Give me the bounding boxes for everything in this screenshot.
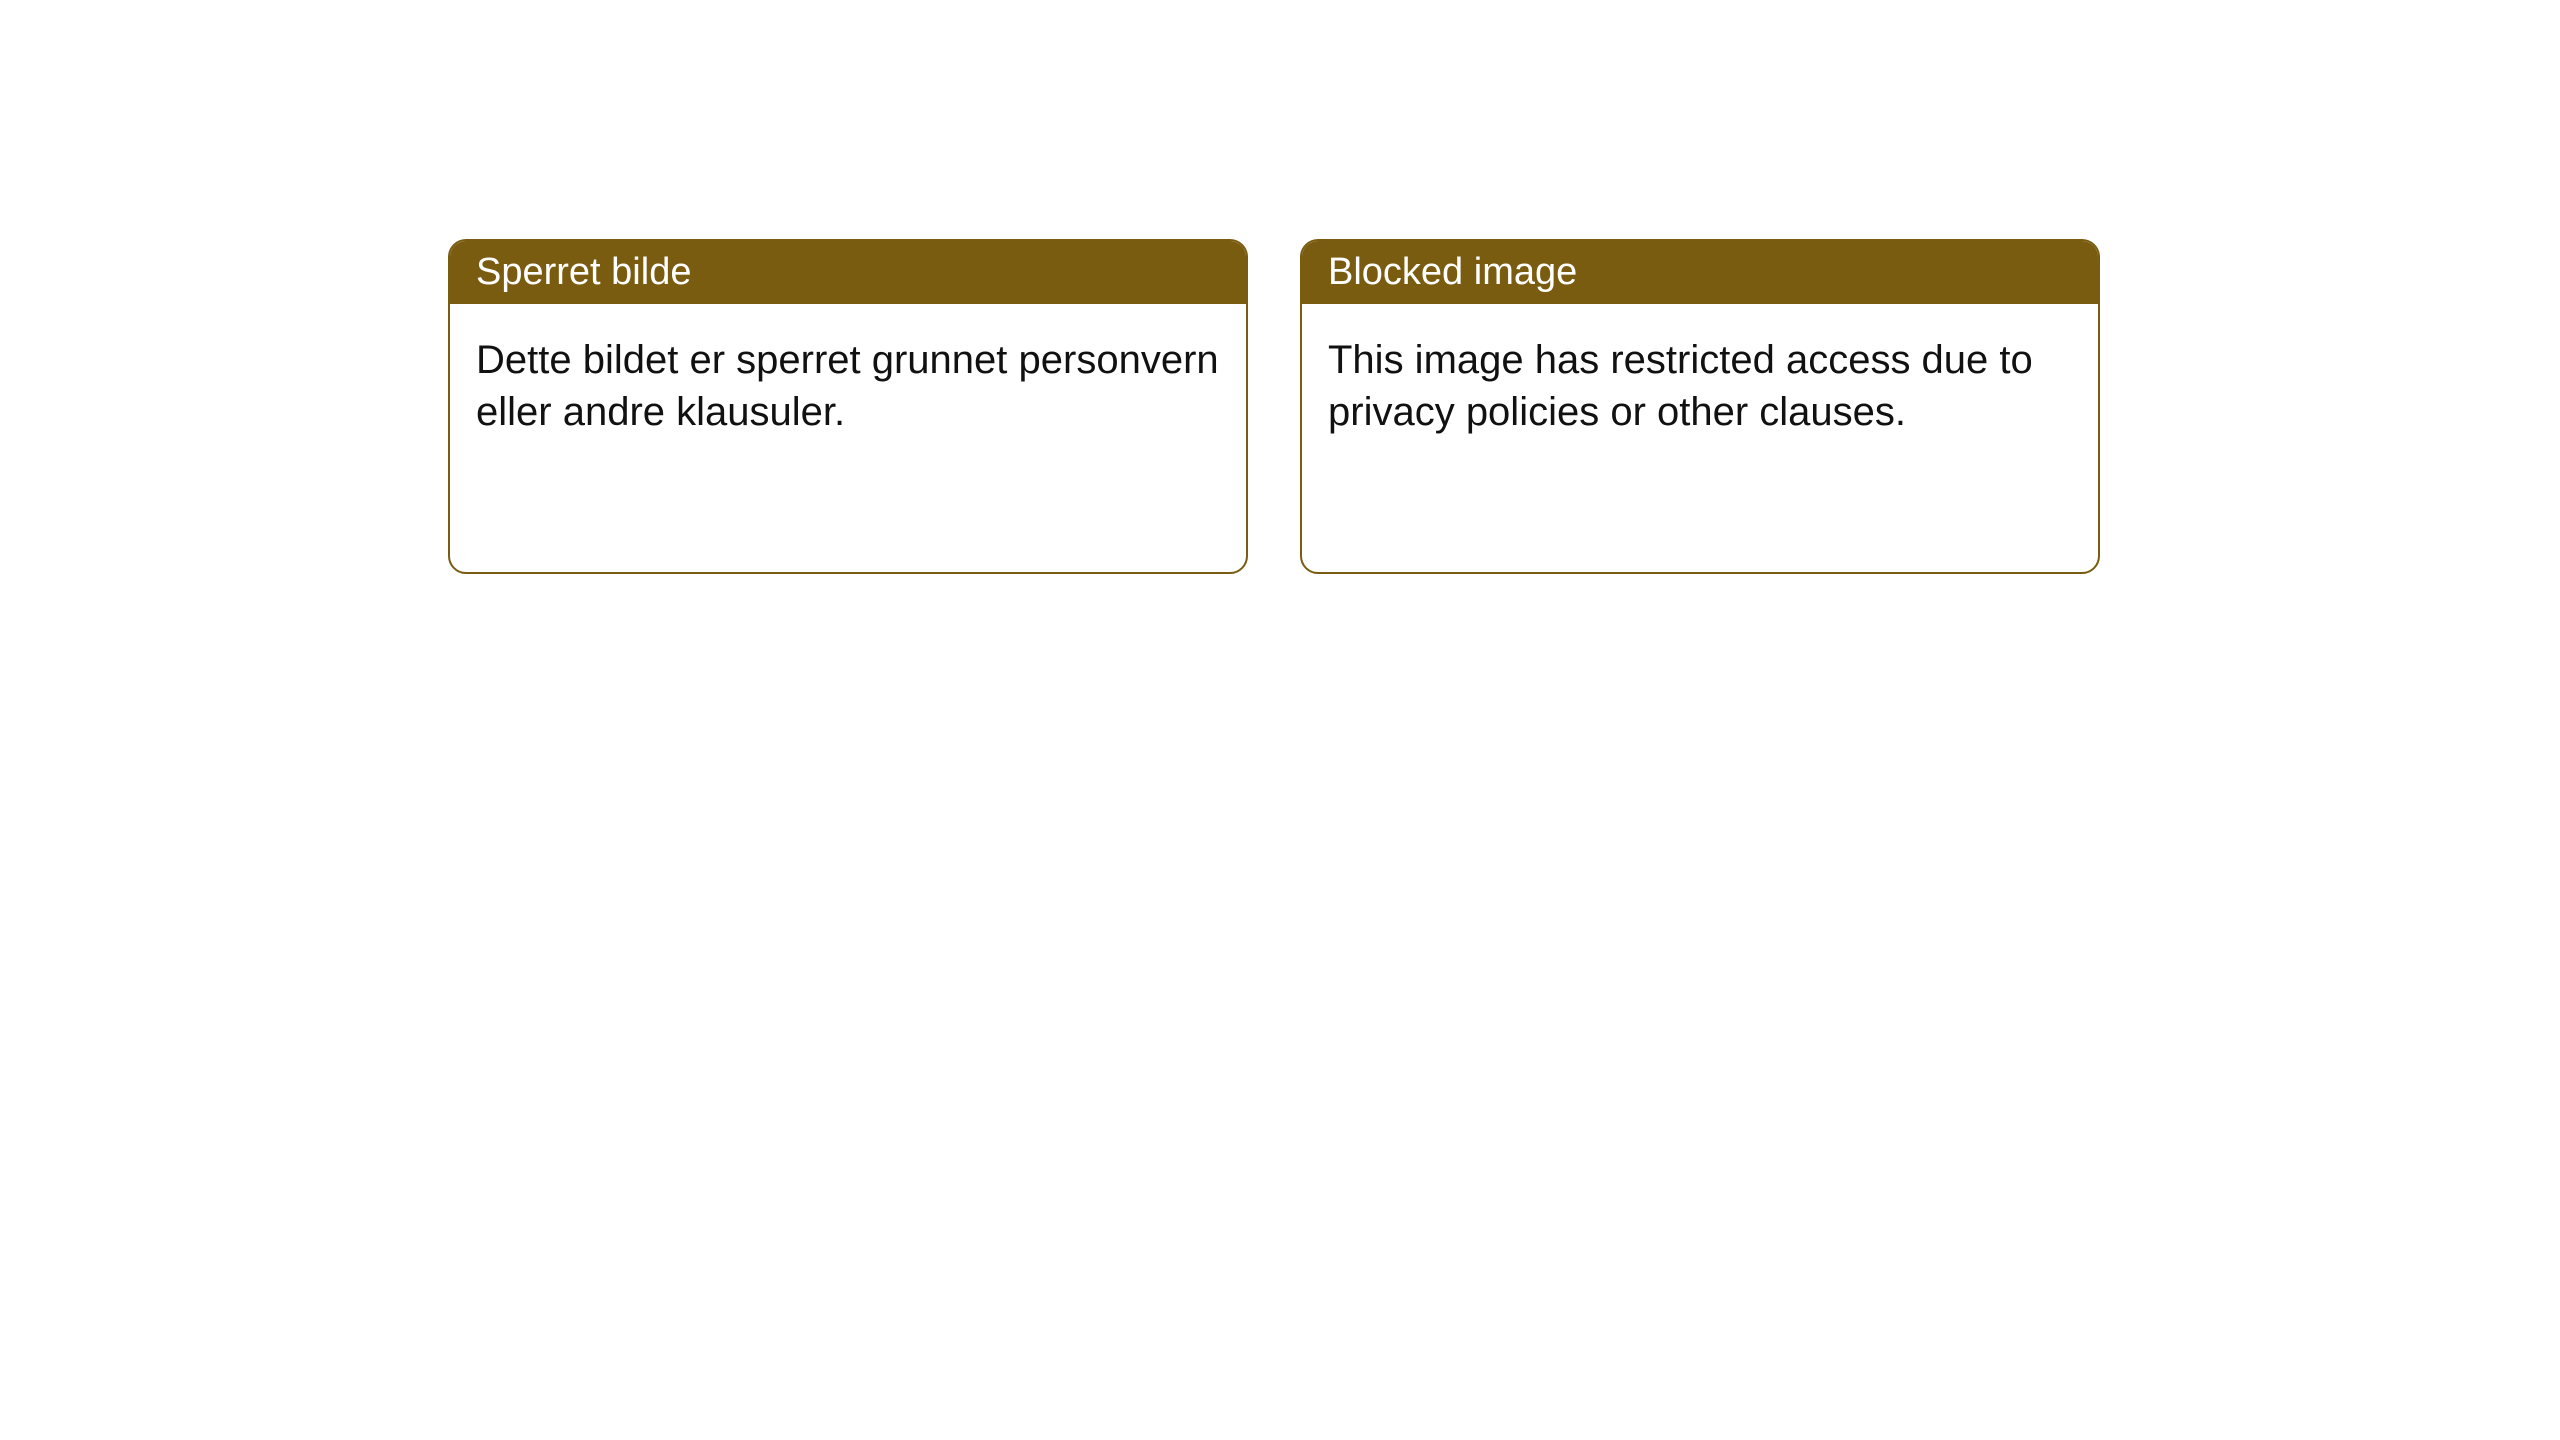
notice-title-english: Blocked image: [1302, 241, 2098, 304]
notice-card-english: Blocked image This image has restricted …: [1300, 239, 2100, 574]
notice-body-norwegian: Dette bildet er sperret grunnet personve…: [450, 304, 1246, 468]
notice-card-norwegian: Sperret bilde Dette bildet er sperret gr…: [448, 239, 1248, 574]
notice-body-english: This image has restricted access due to …: [1302, 304, 2098, 468]
notice-container: Sperret bilde Dette bildet er sperret gr…: [0, 0, 2560, 574]
notice-title-norwegian: Sperret bilde: [450, 241, 1246, 304]
